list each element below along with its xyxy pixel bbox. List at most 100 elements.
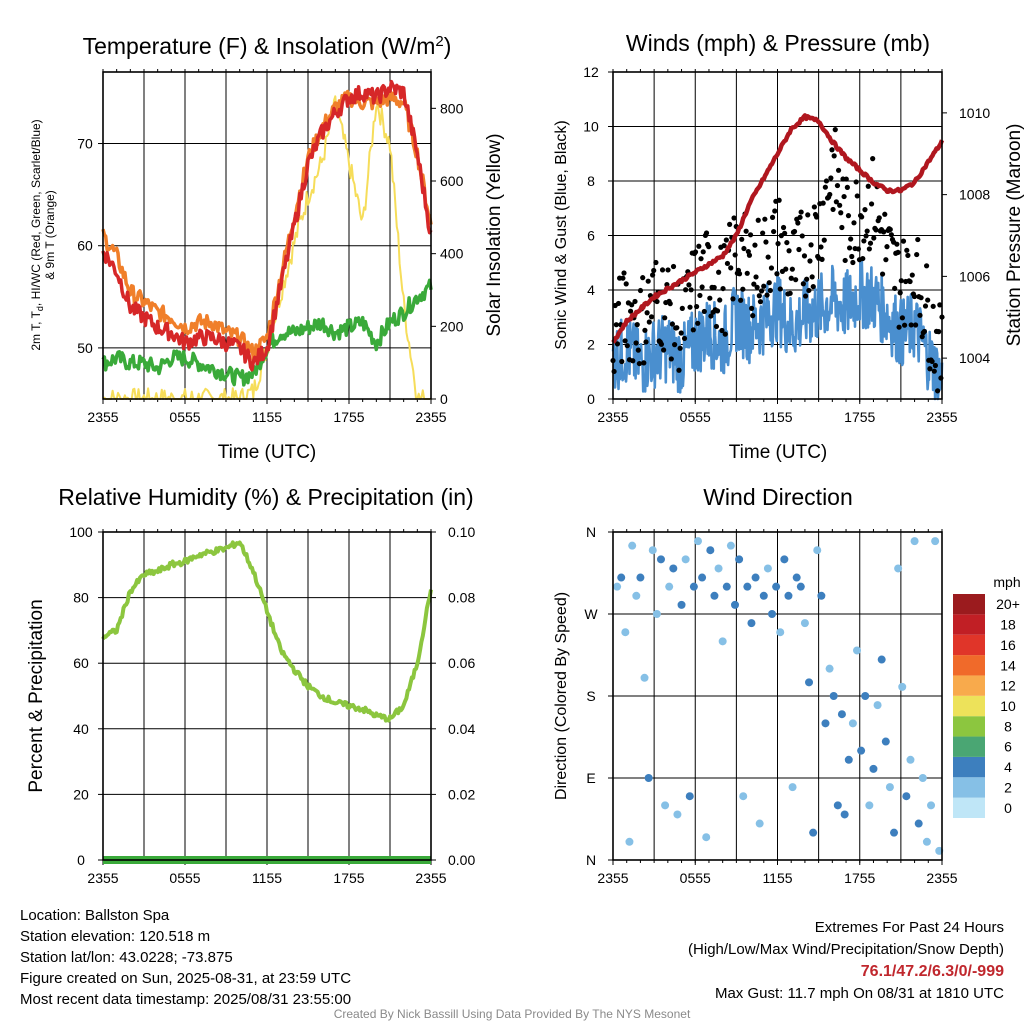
gust-point: [623, 281, 629, 287]
x-tick-label: 1755: [333, 870, 364, 886]
series-line-t2m: [101, 79, 433, 372]
gust-point: [683, 287, 689, 293]
direction-point: [829, 692, 838, 700]
gust-point: [644, 310, 650, 316]
x-tick-label: 1755: [333, 409, 364, 425]
gust-point: [915, 236, 921, 243]
gust-point: [829, 147, 835, 153]
gust-point: [909, 272, 915, 278]
direction-point: [685, 792, 694, 801]
gust-point: [677, 345, 683, 351]
x-tick-label: 1755: [844, 409, 875, 425]
gust-point: [921, 328, 927, 335]
gust-point: [927, 366, 933, 372]
y2-tick-label: 800: [440, 100, 464, 116]
colorbar-swatch: [953, 675, 985, 696]
gust-point: [895, 249, 901, 255]
gust-point: [860, 255, 866, 262]
y2-tick-label: 1010: [959, 105, 990, 121]
gust-point: [791, 228, 798, 235]
gust-point: [835, 167, 842, 173]
gust-point: [648, 314, 655, 320]
y-axis-label-line2: & 9m T (Orange): [43, 190, 57, 280]
gust-point: [848, 236, 854, 242]
gust-point: [804, 276, 810, 282]
colorbar-swatch: [953, 695, 985, 717]
y-tick-label: E: [586, 770, 595, 786]
y-tick-label: 70: [77, 136, 93, 152]
direction-point: [673, 810, 682, 819]
chart-title: Temperature (F) & Insolation (W/m2): [83, 33, 452, 59]
direction-point: [861, 692, 870, 700]
plot-border: [102, 531, 432, 861]
gust-point: [714, 308, 721, 314]
gust-point: [732, 252, 738, 258]
gust-point: [670, 263, 677, 270]
gust-point: [809, 274, 815, 280]
gust-point: [892, 285, 898, 292]
gust-point: [694, 303, 700, 310]
plot-border: [102, 71, 432, 400]
x-tick-label: 1155: [252, 409, 282, 425]
colorbar-label: 20+: [996, 596, 1020, 612]
gust-point: [772, 208, 778, 214]
gust-point: [844, 184, 850, 190]
colorbar-swatch: [953, 797, 985, 818]
x-tick-label: 2355: [926, 870, 957, 886]
gust-point: [667, 301, 673, 307]
y-tick-label: 2: [587, 337, 595, 353]
direction-point: [706, 546, 715, 555]
gust-point: [695, 320, 701, 326]
colorbar-unit: mph: [993, 574, 1020, 590]
gust-point: [845, 213, 852, 219]
gust-point: [917, 312, 923, 318]
gust-point: [635, 347, 641, 353]
direction-point: [632, 591, 641, 600]
gust-point: [805, 212, 811, 218]
gust-point: [630, 358, 636, 364]
direction-point: [731, 600, 740, 609]
direction-point: [636, 573, 645, 582]
y-axis-label: Percent & Precipitation: [26, 599, 47, 792]
title-close: ): [444, 33, 452, 59]
y-tick-label: 12: [583, 64, 599, 80]
gust-point: [747, 232, 754, 238]
gust-point: [827, 191, 833, 198]
direction-point: [718, 637, 727, 646]
direction-point: [669, 564, 678, 573]
gust-point: [755, 217, 761, 223]
gust-point: [622, 338, 628, 344]
y2-axis-label: Solar Insolation (Yellow): [484, 133, 505, 336]
gust-point: [749, 305, 755, 311]
gust-point: [756, 293, 762, 299]
gust-point: [615, 300, 622, 307]
gust-point: [637, 287, 644, 294]
x-tick-label: 2355: [926, 409, 957, 425]
gust-point: [676, 367, 682, 373]
direction-point: [693, 537, 702, 546]
direction-point: [869, 764, 878, 773]
direction-point: [681, 555, 690, 564]
direction-point: [873, 701, 882, 710]
gust-point: [634, 322, 640, 328]
y-tick-label: W: [584, 606, 598, 622]
gust-point: [722, 331, 728, 337]
x-tick-label: 0555: [169, 409, 200, 425]
y-tick-label: 8: [587, 173, 595, 189]
gust-point: [887, 226, 893, 233]
direction-point: [881, 737, 890, 746]
gust-point: [846, 245, 853, 251]
gust-point: [697, 292, 703, 299]
y-tick-label: 60: [73, 655, 89, 671]
gust-point: [613, 322, 619, 328]
gust-point: [672, 342, 678, 348]
y-tick-label: 0: [587, 391, 595, 407]
gust-point: [668, 356, 674, 362]
gust-point: [719, 327, 725, 334]
x-tick-label: 2355: [597, 870, 628, 886]
gust-point: [821, 237, 827, 243]
gust-point: [658, 341, 665, 347]
direction-point: [613, 582, 622, 591]
gust-point: [894, 241, 900, 247]
gust-point: [789, 266, 795, 272]
